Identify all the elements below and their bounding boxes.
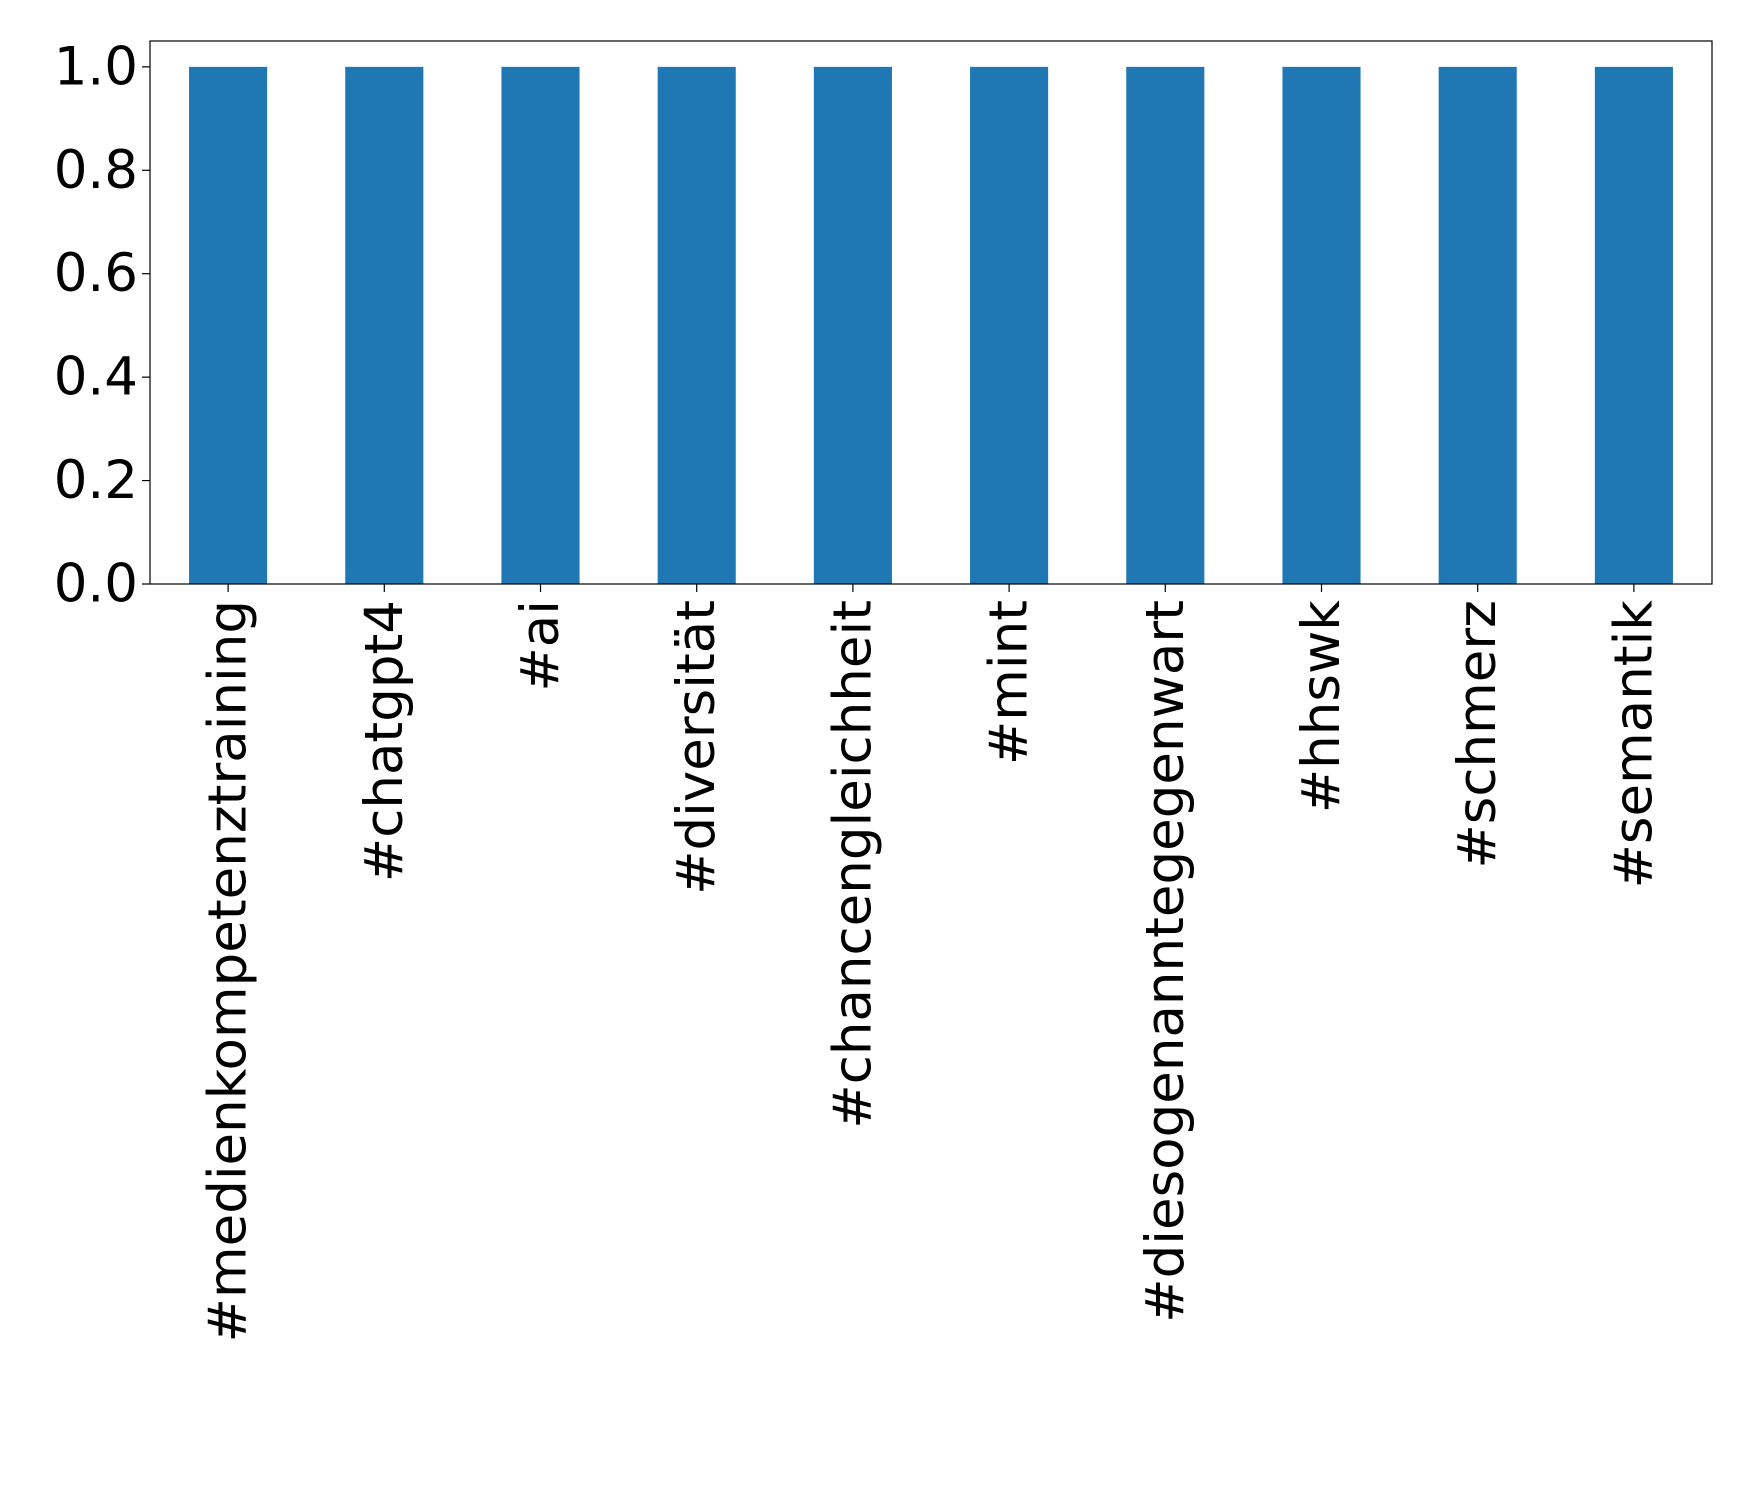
x-tick-label: #medienkompetenztraining bbox=[198, 600, 259, 1342]
y-tick-label: 1.0 bbox=[54, 36, 138, 97]
bar bbox=[1126, 66, 1205, 585]
y-tick-label: 0.8 bbox=[54, 140, 138, 201]
bar bbox=[970, 66, 1049, 585]
bar bbox=[657, 66, 736, 585]
y-tick-label: 0.4 bbox=[54, 347, 138, 408]
x-tick-label: #semantik bbox=[1603, 600, 1664, 889]
y-tick-label: 0.2 bbox=[54, 450, 138, 511]
bar bbox=[1594, 66, 1673, 585]
y-tick-label: 0.0 bbox=[54, 554, 138, 615]
bar bbox=[501, 66, 580, 585]
bar bbox=[345, 66, 424, 585]
x-tick-label: #chancengleichheit bbox=[822, 600, 883, 1129]
bar bbox=[1438, 66, 1517, 585]
bars-layer bbox=[189, 66, 1673, 585]
x-tick-label: #schmerz bbox=[1447, 600, 1508, 869]
y-axis: 0.0 0.2 0.4 0.6 0.8 1.0 bbox=[54, 36, 150, 615]
x-tick-label: #diversität bbox=[666, 600, 727, 895]
x-tick-label: #chatgpt4 bbox=[354, 600, 415, 882]
y-tick-label: 0.6 bbox=[54, 243, 138, 304]
x-axis: #medienkompetenztraining #chatgpt4 #ai #div… bbox=[198, 584, 1664, 1342]
bar bbox=[1282, 66, 1361, 585]
bar bbox=[813, 66, 892, 585]
x-tick-label: #hhswk bbox=[1291, 600, 1352, 814]
plot-frame bbox=[149, 40, 1713, 585]
x-tick-label: #mint bbox=[979, 600, 1040, 765]
bar bbox=[189, 66, 268, 585]
x-tick-label: #ai bbox=[510, 600, 571, 692]
x-tick-label: #diesogenanntegegenwart bbox=[1135, 600, 1196, 1323]
